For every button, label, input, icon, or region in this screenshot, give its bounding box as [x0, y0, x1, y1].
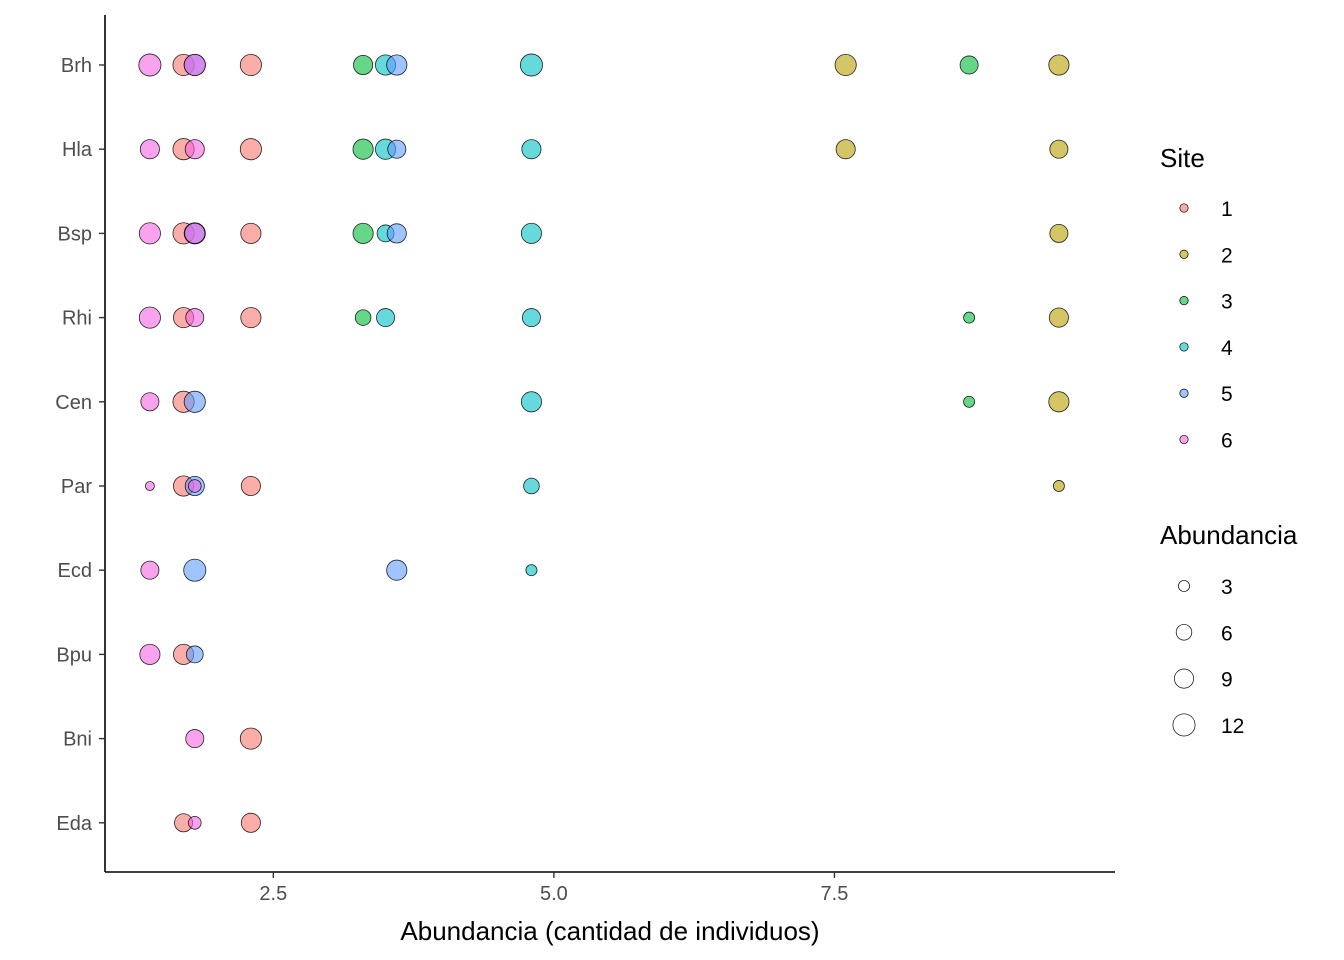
legend-site-key-3 [1179, 296, 1189, 306]
point-site-1-hla-3 [239, 138, 262, 161]
point-site-6-eda-14 [187, 815, 202, 830]
y-tick-label-bsp: Bsp [58, 223, 92, 245]
point-site-2-rhi-5 [1048, 307, 1069, 328]
point-site-2-hla-3 [1049, 139, 1069, 159]
point-site-6-par-10 [187, 479, 202, 493]
legend-site-label-3: 3 [1221, 291, 1233, 314]
point-site-6-par-9 [144, 481, 155, 491]
legend-site-key-5 [1179, 388, 1189, 398]
legend-abundancia-label-6: 6 [1221, 622, 1233, 645]
point-site-4-bsp-5 [520, 222, 542, 244]
legend-abundancia-key-3 [1178, 580, 1190, 592]
point-site-4-par-9 [523, 477, 540, 495]
point-site-2-bsp-4 [1049, 223, 1069, 243]
points-layer [138, 53, 1070, 833]
point-site-6-hla-3 [184, 139, 205, 160]
point-site-3-brh-0 [353, 55, 374, 76]
point-site-2-brh-1 [1048, 54, 1070, 76]
legend-abundancia-label-3: 3 [1221, 576, 1233, 599]
point-site-5-ecd-7 [183, 558, 207, 582]
legend-site-key-4 [1179, 342, 1189, 352]
y-tick-label-brh: Brh [61, 55, 92, 77]
point-site-6-bsp-4 [138, 222, 161, 245]
x-axis-title: Abundancia (cantidad de individuos) [400, 916, 819, 946]
legend-abundancia-key-9 [1174, 668, 1194, 689]
y-tick-label-hla: Hla [62, 139, 93, 161]
point-site-3-bsp-3 [352, 222, 374, 244]
point-site-6-bni-13 [185, 729, 205, 749]
legend-abundancia: Abundancia 3 6 9 12 [1160, 520, 1298, 738]
point-site-3-hla-2 [352, 138, 374, 160]
point-site-6-brh-0 [138, 53, 162, 77]
y-tick-label-ecd: Ecd [58, 560, 92, 582]
legend-site-key-6 [1179, 434, 1189, 445]
x-tick-label-1: 5.0 [540, 883, 568, 905]
point-site-1-eda-14 [240, 812, 261, 833]
point-site-1-bsp-5 [240, 222, 262, 244]
point-site-2-hla-2 [835, 139, 856, 160]
y-tick-label-bpu: Bpu [56, 644, 92, 666]
legend-site-label-2: 2 [1221, 244, 1233, 267]
legend-abundancia-key-12 [1172, 713, 1196, 737]
legend-site-label-4: 4 [1221, 337, 1233, 360]
point-site-5-ecd-8 [386, 559, 408, 581]
x-tick-label-0: 2.5 [259, 883, 287, 905]
point-site-2-par-7 [1052, 480, 1065, 492]
y-tick-label-par: Par [61, 476, 92, 498]
point-site-4-ecd-10 [525, 564, 538, 577]
legend-site: Site 1 2 3 4 5 6 [1160, 143, 1233, 453]
point-site-6-brh-1 [183, 53, 206, 77]
y-axis: Brh Hla Bsp Rhi Cen Par Ecd Bpu Bni Eda [55, 55, 105, 835]
point-site-3-brh-1 [959, 55, 979, 75]
legend-abundancia-key-6 [1175, 624, 1193, 641]
point-site-3-cen-6 [963, 395, 976, 408]
point-site-1-bni-12 [239, 727, 262, 750]
point-site-6-ecd-11 [140, 560, 160, 580]
legend-site-label-6: 6 [1221, 430, 1233, 453]
legend-site-key-2 [1179, 249, 1189, 259]
legend-site-label-5: 5 [1221, 383, 1233, 406]
point-site-4-hla-3 [521, 139, 542, 160]
point-site-6-bpu-12 [139, 643, 161, 665]
point-site-5-bsp-4 [386, 223, 407, 244]
point-site-6-bsp-5 [184, 222, 206, 244]
point-site-3-rhi-4 [354, 309, 372, 326]
point-site-6-rhi-6 [138, 306, 161, 329]
point-site-4-brh-1 [519, 53, 543, 77]
y-tick-label-rhi: Rhi [62, 308, 92, 330]
point-site-1-rhi-7 [240, 307, 262, 329]
legend-site-title: Site [1160, 143, 1205, 173]
point-site-5-hla-2 [387, 139, 407, 159]
x-axis: 2.5 5.0 7.5 [259, 872, 848, 905]
point-site-4-cen-8 [520, 391, 542, 413]
point-site-5-bpu-9 [185, 645, 204, 664]
point-site-6-rhi-7 [185, 308, 205, 328]
point-site-3-rhi-5 [963, 311, 976, 324]
point-site-6-hla-2 [139, 139, 160, 160]
y-tick-label-bni: Bni [63, 729, 92, 751]
legend-site-label-1: 1 [1221, 198, 1233, 221]
point-site-5-cen-5 [183, 390, 206, 413]
point-site-4-rhi-6 [376, 308, 396, 328]
point-site-6-cen-8 [140, 392, 160, 412]
y-tick-label-cen: Cen [55, 392, 92, 414]
point-site-2-cen-6 [1048, 391, 1070, 413]
legend-abundancia-label-12: 12 [1221, 715, 1244, 738]
legend-abundancia-label-9: 9 [1221, 669, 1233, 692]
y-tick-label-eda: Eda [56, 813, 92, 835]
point-site-2-brh-0 [834, 53, 857, 77]
point-site-4-rhi-7 [521, 308, 541, 328]
point-site-5-brh-1 [386, 54, 408, 76]
point-site-1-par-10 [240, 475, 261, 496]
legend-site-key-1 [1179, 203, 1189, 213]
legend-abundancia-title: Abundancia [1160, 520, 1298, 550]
x-tick-label-2: 7.5 [821, 883, 849, 905]
point-site-1-brh-1 [239, 53, 262, 77]
